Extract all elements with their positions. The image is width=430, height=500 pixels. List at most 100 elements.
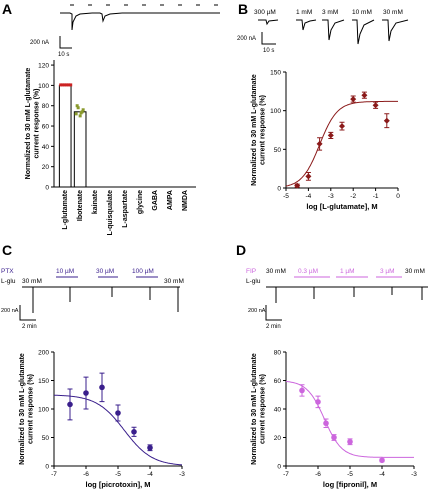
trace-d-peaks [275, 287, 423, 303]
panel-d-conc-3: 3 µM [380, 268, 395, 275]
a-point-olive [74, 112, 78, 116]
panel-c-drug-label: PTX [1, 268, 14, 275]
ytick-label: 0 [45, 464, 49, 471]
data-point [299, 387, 305, 394]
a-ytick-label: 120 [38, 63, 49, 70]
panel-b-trace-label-5: 30 mM [383, 9, 403, 16]
a-bar-0 [58, 84, 72, 188]
trace-b-5 [382, 19, 409, 42]
y-axis-label: Normalized to 30 mM L-glutamate current r… [251, 74, 267, 186]
panel-b-trace-label-4: 10 mM [352, 9, 372, 16]
data-point [99, 384, 105, 391]
ytick-label: 150 [38, 378, 49, 385]
panel-d-conc-2: 1 µM [340, 268, 355, 275]
panel-a-scalebar: 200 nA 10 s [30, 36, 72, 58]
trace-a-2 [92, 12, 123, 23]
panel-c-conc-1: 10 µM [56, 268, 74, 275]
panel-b-traces: 300 µM 1 mM 3 mM 10 mM 30 mM 200 nA 10 s [237, 9, 409, 54]
trace-c-peaks [32, 287, 179, 313]
a-point-red [63, 83, 67, 87]
ytick-label: 40 [274, 407, 282, 414]
data-point [323, 420, 329, 427]
ytick-label: 50 [42, 435, 50, 442]
ytick-label: 60 [274, 378, 282, 385]
trace-a-1 [60, 12, 93, 31]
data-point [331, 434, 337, 441]
xtick-label: -2 [350, 193, 356, 200]
ytick-label: 0 [277, 186, 281, 193]
data-point [327, 132, 334, 139]
trace-b-3 [322, 19, 345, 41]
a-point-olive [79, 111, 83, 115]
panel-letter-c: C [2, 242, 12, 258]
a-ytick-label: 40 [42, 144, 50, 151]
a-xtick-label: L-glutamate [62, 190, 69, 230]
ytick-label: 150 [270, 70, 281, 77]
data-point [83, 390, 89, 396]
panel-b-trace-label-3: 3 mM [322, 9, 338, 16]
xtick-label: -5 [283, 193, 289, 200]
data-point [147, 444, 153, 451]
a-ytick-label: 80 [42, 103, 50, 110]
chart-a: 0 20 40 60 80 100 120 L-glutamate Ibotenate kaina… [25, 60, 196, 236]
x-axis-label: log [picrotoxin], M [86, 480, 151, 489]
panel-c-scale-x: 2 min [22, 324, 37, 330]
xtick-label: -3 [179, 471, 185, 478]
xtick-label: -6 [83, 471, 89, 478]
panel-letter-d: D [236, 242, 246, 258]
ytick-label: 50 [274, 147, 282, 154]
xtick-label: 0 [396, 193, 400, 200]
a-xtick-label: AMPA [167, 190, 174, 210]
y-axis-label: Normalized to 30 mM L-glutamate current r… [251, 353, 267, 465]
panel-d-drug-label: FIP [246, 268, 256, 275]
xtick-label: -6 [315, 471, 321, 478]
ytick-label: 200 [38, 350, 49, 357]
panel-d-agonist-label: L-glu [246, 278, 261, 285]
panel-b-trace-label-1: 300 µM [254, 9, 276, 16]
panel-d-scale-x: 2 min [266, 324, 281, 330]
data-point [383, 117, 390, 124]
x-axis-label: log [fipronil], M [323, 480, 377, 489]
xtick-label: -4 [306, 193, 312, 200]
trace-b-4 [352, 19, 375, 45]
panel-d-traces: FIP L-glu 30 mM 0.3 µM 1 µM 3 µM 30 mM 2… [246, 268, 428, 330]
chart-b: 0 50 100 150 -5 -4 -3 -2 -1 0 log [L-glutamate], M… [251, 70, 400, 212]
a-ytick-label: 60 [42, 124, 50, 131]
a-xtick-label: NMDA [182, 190, 189, 211]
panel-d-glu-end: 30 mM [405, 268, 425, 275]
a-point-red [67, 83, 71, 87]
panel-d-glu-start: 30 mM [266, 268, 286, 275]
a-xtick-label: L-aspartate [122, 190, 129, 228]
data-point [347, 438, 353, 445]
a-point-olive [81, 108, 85, 112]
xtick-label: -4 [379, 471, 385, 478]
xtick-label: -1 [373, 193, 379, 200]
panel-c-agonist-label: L-glu [1, 278, 16, 285]
data-point [316, 140, 323, 147]
data-point [350, 96, 357, 103]
a-xtick-label: Ibotenate [77, 190, 84, 221]
a-xtick-label: GABA [152, 190, 159, 211]
xtick-label: -4 [147, 471, 153, 478]
panel-b-scale-x: 10 s [263, 48, 274, 54]
fit-curve [285, 380, 414, 458]
a-bar-1 [73, 111, 87, 188]
a-xtick-label: glycine [137, 190, 144, 214]
data-point [339, 123, 345, 130]
xtick-label: -3 [411, 471, 417, 478]
ytick-label: 100 [270, 108, 281, 115]
a-point-red [65, 83, 69, 87]
xtick-label: -7 [283, 471, 289, 478]
chart-c: 0 50 100 150 200 -7 -6 -5 -4 -3 log [picrotoxin], … [19, 350, 185, 490]
panel-b-trace-label-2: 1 mM [296, 9, 312, 16]
panel-c-conc-2: 30 µM [96, 268, 114, 275]
a-point-olive [76, 106, 80, 110]
a-xtick-label: L-quisqualate [107, 190, 114, 236]
a-ytick-label: 0 [45, 185, 49, 192]
a-point-red [69, 83, 73, 87]
xtick-label: -3 [328, 193, 334, 200]
panel-a-scale-y: 200 nA [30, 40, 49, 46]
data-point [315, 399, 321, 405]
panel-c-scale-y: 200 nA [1, 308, 19, 314]
